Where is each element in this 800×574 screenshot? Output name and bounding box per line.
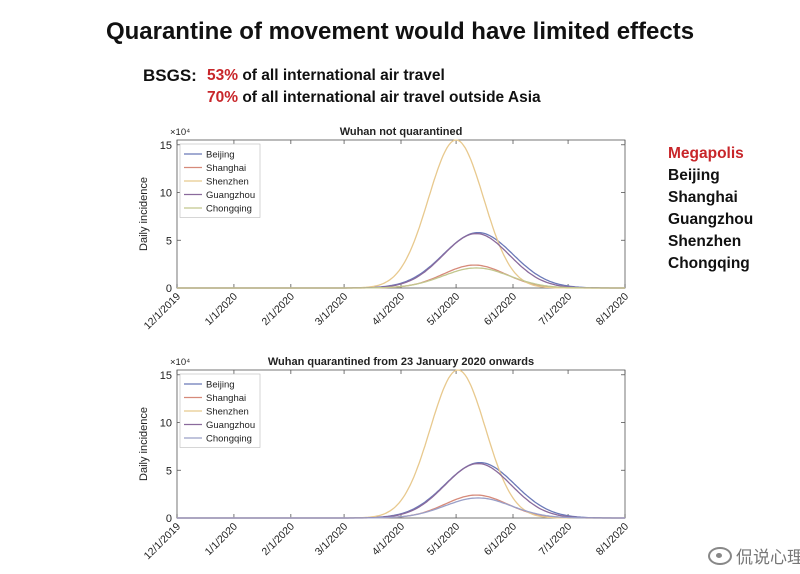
series-line-chongqing [177, 267, 625, 289]
y-multiplier: ×10⁴ [170, 357, 190, 368]
megapolis-city: Shenzhen [668, 233, 742, 250]
series-line-guangzhou [177, 232, 625, 289]
x-tick-label: 6/1/2020 [482, 521, 519, 558]
megapolis-city: Shanghai [668, 189, 738, 206]
x-tick-label: 12/1/2019 [142, 521, 184, 563]
weibo-icon [708, 546, 732, 565]
bsgs-line-2: 70% of all international air travel outs… [207, 89, 541, 107]
x-tick-label: 7/1/2020 [537, 291, 574, 328]
legend-label: Guangzhou [206, 420, 255, 431]
y-tick-label: 0 [166, 513, 172, 525]
x-tick-label: 12/1/2019 [142, 291, 184, 333]
legend-label: Chongqing [206, 434, 252, 445]
y-axis-label: Daily incidence [138, 177, 150, 251]
bsgs-text-1: of all international air travel [238, 67, 445, 84]
series-line-chongqing [177, 497, 625, 519]
megapolis-city: Beijing [668, 167, 720, 184]
bsgs-text-2: of all international air travel outside … [238, 89, 541, 106]
x-tick-label: 3/1/2020 [313, 291, 350, 328]
watermark: 侃说心理 [708, 543, 800, 568]
megapolis-list: Megapolis Beijing Shanghai Guangzhou She… [668, 143, 753, 275]
chart-wuhan-quarantined: Wuhan quarantined from 23 January 2020 o… [138, 356, 631, 563]
series-line-beijing [177, 231, 625, 289]
bsgs-pct-1: 53% [207, 67, 239, 84]
legend-label: Beijing [206, 150, 235, 161]
x-tick-label: 1/1/2020 [203, 291, 240, 328]
x-tick-label: 4/1/2020 [370, 521, 407, 558]
x-tick-label: 1/1/2020 [203, 521, 240, 558]
bsgs-label: BSGS: [143, 66, 197, 85]
megapolis-heading: Megapolis [668, 145, 744, 162]
x-tick-label: 8/1/2020 [594, 291, 631, 328]
x-tick-label: 8/1/2020 [594, 521, 631, 558]
bsgs-pct-2: 70% [207, 89, 239, 106]
y-tick-label: 10 [160, 188, 172, 200]
legend-label: Beijing [206, 380, 235, 391]
chart-title: Wuhan not quarantined [340, 126, 463, 138]
legend-label: Chongqing [206, 204, 252, 215]
y-tick-label: 5 [166, 465, 172, 477]
series-line-beijing [177, 461, 625, 519]
legend-label: Shanghai [206, 163, 246, 174]
legend-label: Guangzhou [206, 190, 255, 201]
series-line-guangzhou [177, 462, 625, 519]
y-axis-label: Daily incidence [138, 407, 150, 481]
x-tick-label: 4/1/2020 [370, 291, 407, 328]
megapolis-city: Chongqing [668, 255, 750, 272]
megapolis-city: Guangzhou [668, 211, 754, 228]
slide-title: Quarantine of movement would have limite… [105, 18, 695, 45]
x-tick-label: 7/1/2020 [537, 521, 574, 558]
y-tick-label: 15 [160, 370, 172, 382]
chart-wuhan-not-quarantined: Wuhan not quarantined ×10⁴ 0 5 10 15 Daily inc… [138, 126, 631, 333]
watermark-text: 侃说心理 [736, 548, 800, 567]
chart-title: Wuhan quarantined from 23 January 2020 o… [268, 356, 534, 368]
y-tick-label: 5 [166, 235, 172, 247]
x-tick-label: 2/1/2020 [260, 521, 297, 558]
y-tick-label: 15 [160, 140, 172, 152]
bsgs-line-1: 53% of all international air travel [207, 67, 445, 85]
x-tick-label: 5/1/2020 [425, 521, 462, 558]
y-multiplier: ×10⁴ [170, 127, 190, 138]
x-tick-label: 6/1/2020 [482, 291, 519, 328]
x-tick-label: 3/1/2020 [313, 521, 350, 558]
x-tick-label: 5/1/2020 [425, 291, 462, 328]
y-tick-label: 10 [160, 418, 172, 430]
x-tick-label: 2/1/2020 [260, 291, 297, 328]
legend-label: Shenzhen [206, 407, 249, 418]
legend-label: Shanghai [206, 393, 246, 404]
y-tick-label: 0 [166, 283, 172, 295]
legend-label: Shenzhen [206, 177, 249, 188]
